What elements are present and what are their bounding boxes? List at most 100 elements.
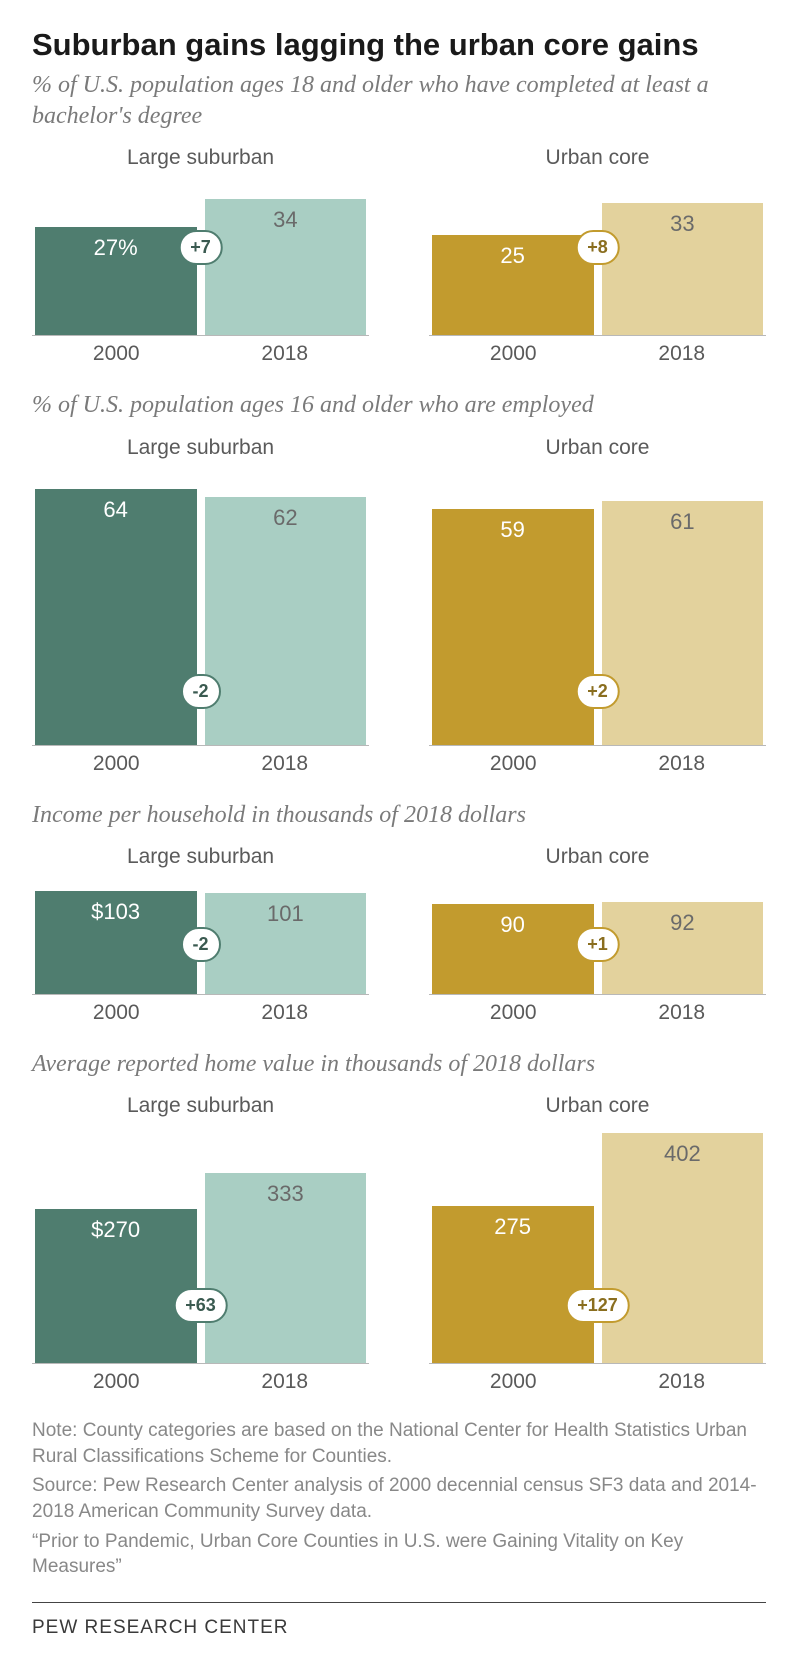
- panel-title: Urban core: [546, 146, 650, 170]
- bar: 333: [205, 1173, 367, 1363]
- x-axis-labels: 2000 2018: [32, 1001, 369, 1025]
- bar-value: $270: [91, 1217, 140, 1243]
- bar: 27%: [35, 227, 197, 335]
- page-title: Suburban gains lagging the urban core ga…: [32, 28, 766, 62]
- x-axis-labels: 2000 2018: [429, 1370, 766, 1394]
- brand: PEW RESEARCH CENTER: [32, 1602, 766, 1639]
- bar-value: 402: [664, 1141, 701, 1167]
- x-axis-labels: 2000 2018: [32, 1370, 369, 1394]
- bar-value: $103: [91, 899, 140, 925]
- chart-panel: Large suburban 27% 34 +7 2000 2018: [32, 146, 369, 366]
- chart-panel: Urban core 25 33 +8 2000 2018: [429, 146, 766, 366]
- bar-value: 61: [670, 509, 694, 535]
- diff-badge: +1: [575, 927, 620, 962]
- bar-value: 25: [500, 243, 524, 269]
- x-axis-label: 2018: [658, 1001, 705, 1025]
- chart-row: Large suburban $270 333 +63 2000 2018 Urban co…: [32, 1094, 766, 1394]
- x-axis-label: 2000: [490, 342, 537, 366]
- panel-title: Large suburban: [127, 845, 274, 869]
- x-axis-label: 2000: [93, 1001, 140, 1025]
- bar: 34: [205, 199, 367, 335]
- bar: 402: [602, 1133, 764, 1363]
- diff-badge: -2: [180, 927, 220, 962]
- bar-chart: 275402+127: [429, 1124, 766, 1364]
- diff-badge: +7: [178, 230, 223, 265]
- bar: 59: [432, 509, 594, 745]
- x-axis-labels: 2000 2018: [429, 752, 766, 776]
- bar-value: 92: [670, 910, 694, 936]
- x-axis-label: 2000: [490, 752, 537, 776]
- x-axis-label: 2018: [261, 1001, 308, 1025]
- x-axis-label: 2000: [490, 1370, 537, 1394]
- chart-panel: Urban core 59 61 +2 2000 2018: [429, 436, 766, 776]
- x-axis-labels: 2000 2018: [429, 342, 766, 366]
- bar-value: 62: [273, 505, 297, 531]
- bar: 275: [432, 1206, 594, 1363]
- x-axis-label: 2018: [658, 342, 705, 366]
- x-axis-labels: 2000 2018: [32, 342, 369, 366]
- x-axis-label: 2000: [93, 342, 140, 366]
- bar-value: 275: [494, 1214, 531, 1240]
- diff-badge: -2: [180, 674, 220, 709]
- diff-badge: +8: [575, 230, 620, 265]
- chart-panel: Urban core275402+12720002018: [429, 1094, 766, 1394]
- footer-source: Source: Pew Research Center analysis of …: [32, 1473, 766, 1524]
- panel-title: Urban core: [546, 436, 650, 460]
- section-subtitle: % of U.S. population ages 16 and older w…: [32, 390, 766, 421]
- x-axis-labels: 2000 2018: [429, 1001, 766, 1025]
- panel-title: Urban core: [546, 845, 650, 869]
- chart-panel: Large suburban $103 101 -2 2000 2018: [32, 845, 369, 1025]
- footer: Note: County categories are based on the…: [32, 1418, 766, 1580]
- x-axis-labels: 2000 2018: [32, 752, 369, 776]
- bar-chart: 25 33 +8: [429, 176, 766, 336]
- panel-title: Large suburban: [127, 436, 274, 460]
- diff-badge: +63: [173, 1288, 228, 1323]
- bar-chart: 27% 34 +7: [32, 176, 369, 336]
- bar: 61: [602, 501, 764, 745]
- diff-badge: +2: [575, 674, 620, 709]
- section-subtitle: Average reported home value in thousands…: [32, 1049, 766, 1080]
- x-axis-label: 2018: [261, 752, 308, 776]
- x-axis-label: 2018: [261, 1370, 308, 1394]
- bar-value: 34: [273, 207, 297, 233]
- x-axis-label: 2000: [93, 1370, 140, 1394]
- footer-note: Note: County categories are based on the…: [32, 1418, 766, 1469]
- bar: 90: [432, 904, 594, 994]
- bar-chart: 64 62 -2: [32, 466, 369, 746]
- x-axis-label: 2018: [261, 342, 308, 366]
- bar-value: 333: [267, 1181, 304, 1207]
- bar-chart: 90 92 +1: [429, 875, 766, 995]
- chart-panel: Large suburban $270 333 +63 2000 2018: [32, 1094, 369, 1394]
- bar-value: 90: [500, 912, 524, 938]
- panel-title: Large suburban: [127, 1094, 274, 1118]
- section-subtitle: Income per household in thousands of 201…: [32, 800, 766, 831]
- x-axis-label: 2000: [490, 1001, 537, 1025]
- bar: $103: [35, 891, 197, 994]
- chart-panel: Large suburban 64 62 -2 2000 2018: [32, 436, 369, 776]
- bar-value: 59: [500, 517, 524, 543]
- footer-quote: “Prior to Pandemic, Urban Core Counties …: [32, 1529, 766, 1580]
- bar: 64: [35, 489, 197, 745]
- x-axis-label: 2000: [93, 752, 140, 776]
- bar: 33: [602, 203, 764, 335]
- chart-row: Large suburban$103101-220002018Urban cor…: [32, 845, 766, 1025]
- bar: 92: [602, 902, 764, 994]
- bar-chart: $270 333 +63: [32, 1124, 369, 1364]
- x-axis-label: 2018: [658, 1370, 705, 1394]
- bar-value: 33: [670, 211, 694, 237]
- bar: 62: [205, 497, 367, 745]
- chart-row: Large suburban 27% 34 +7 2000 2018 Urban core 2…: [32, 146, 766, 366]
- bar-value: 27%: [94, 235, 138, 261]
- x-axis-label: 2018: [658, 752, 705, 776]
- bar-value: 101: [267, 901, 304, 927]
- bar: 101: [205, 893, 367, 994]
- bar-chart: 59 61 +2: [429, 466, 766, 746]
- chart-row: Large suburban 64 62 -2 2000 2018 Urban core 59…: [32, 436, 766, 776]
- chart-panel: Urban core 90 92 +1 2000 2018: [429, 845, 766, 1025]
- panel-title: Large suburban: [127, 146, 274, 170]
- bar-value: 64: [103, 497, 127, 523]
- bar: $270: [35, 1209, 197, 1363]
- section-subtitle: % of U.S. population ages 18 and older w…: [32, 70, 766, 132]
- bar: 25: [432, 235, 594, 335]
- panel-title: Urban core: [546, 1094, 650, 1118]
